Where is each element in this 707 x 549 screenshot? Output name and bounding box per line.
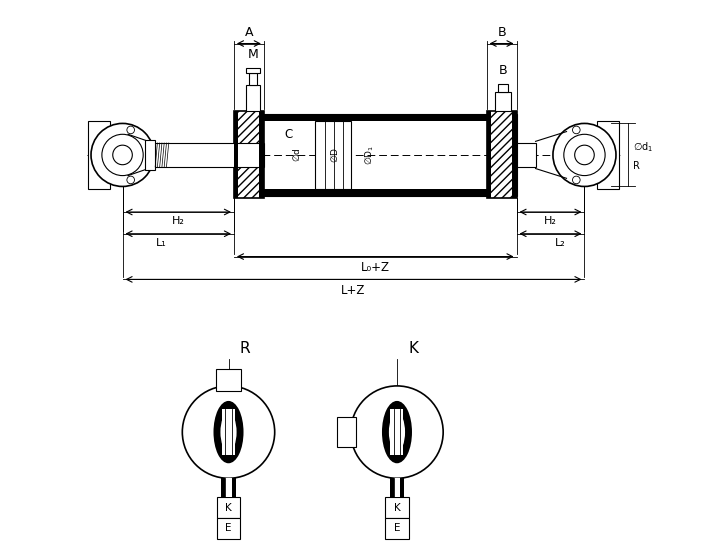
Bar xyxy=(315,121,351,189)
Circle shape xyxy=(553,124,616,187)
Bar xyxy=(249,74,257,86)
Bar xyxy=(234,114,517,195)
Bar xyxy=(512,111,517,198)
Bar xyxy=(234,114,517,121)
Circle shape xyxy=(127,126,134,134)
Text: R: R xyxy=(633,161,641,171)
Text: L₀+Z: L₀+Z xyxy=(361,261,390,274)
Ellipse shape xyxy=(214,401,243,463)
Text: B: B xyxy=(497,26,506,39)
Text: C: C xyxy=(284,128,293,141)
Bar xyxy=(486,111,491,198)
Text: M: M xyxy=(247,48,258,61)
Text: E: E xyxy=(394,523,400,533)
Bar xyxy=(495,92,511,111)
Text: K: K xyxy=(394,503,400,513)
Text: K: K xyxy=(225,503,232,513)
Bar xyxy=(234,111,238,198)
Text: $\emptyset$d$_1$: $\emptyset$d$_1$ xyxy=(633,140,654,154)
Text: K: K xyxy=(408,341,419,356)
Ellipse shape xyxy=(382,401,412,463)
Circle shape xyxy=(102,135,144,176)
Bar xyxy=(337,417,356,447)
Text: E: E xyxy=(226,523,232,533)
Bar xyxy=(216,497,240,518)
Ellipse shape xyxy=(389,412,405,452)
Bar xyxy=(486,111,517,198)
Circle shape xyxy=(573,176,580,184)
Bar xyxy=(394,478,400,497)
Circle shape xyxy=(573,126,580,134)
Circle shape xyxy=(127,176,134,184)
Ellipse shape xyxy=(221,412,237,452)
Bar xyxy=(385,518,409,539)
Bar xyxy=(597,121,619,189)
Bar xyxy=(390,409,404,455)
Bar xyxy=(385,497,409,518)
Circle shape xyxy=(112,145,132,165)
Circle shape xyxy=(182,386,275,478)
Circle shape xyxy=(563,135,605,176)
Bar xyxy=(216,368,241,391)
Bar xyxy=(146,140,155,170)
Text: $\emptyset$d: $\emptyset$d xyxy=(291,148,302,163)
Text: R: R xyxy=(240,341,250,356)
Circle shape xyxy=(91,124,154,187)
Bar xyxy=(517,143,536,167)
Bar xyxy=(221,478,235,497)
Text: A: A xyxy=(245,26,253,39)
Bar xyxy=(88,121,110,189)
Bar xyxy=(216,518,240,539)
Bar xyxy=(498,84,508,92)
Text: B: B xyxy=(498,64,507,77)
Bar xyxy=(246,86,259,111)
Bar xyxy=(155,143,264,167)
Text: $\emptyset$D: $\emptyset$D xyxy=(329,147,340,163)
Bar xyxy=(246,68,260,74)
Circle shape xyxy=(351,386,443,478)
Text: $\emptyset$D$_1$: $\emptyset$D$_1$ xyxy=(363,145,376,165)
Text: H₂: H₂ xyxy=(172,216,185,226)
Bar xyxy=(234,111,264,198)
Text: L₁: L₁ xyxy=(156,238,167,248)
Text: L+Z: L+Z xyxy=(341,284,366,297)
Text: L₂: L₂ xyxy=(555,238,566,248)
Bar xyxy=(259,111,264,198)
Bar xyxy=(234,189,517,195)
Text: H₂: H₂ xyxy=(544,216,557,226)
Circle shape xyxy=(575,145,595,165)
Bar xyxy=(390,478,404,497)
Bar xyxy=(226,478,232,497)
Bar xyxy=(222,409,235,455)
